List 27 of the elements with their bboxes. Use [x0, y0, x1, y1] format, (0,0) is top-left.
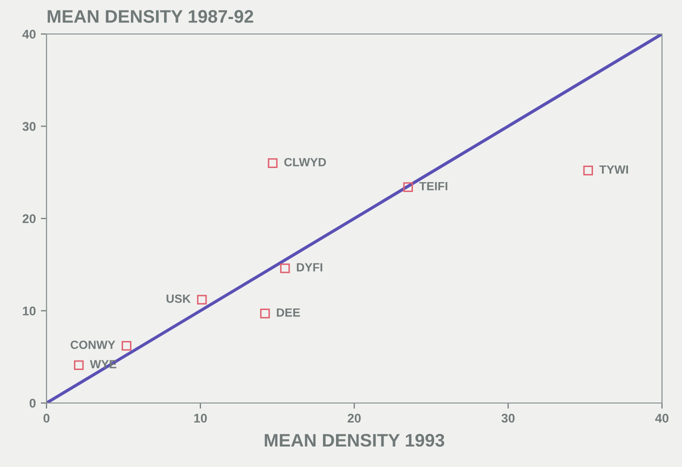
x-tick-label: 20 — [348, 414, 361, 423]
y-tick-label: 40 — [22, 30, 36, 39]
y-axis-title: MEAN DENSITY 1987-92 — [48, 10, 254, 23]
annotation: DEE — [276, 308, 300, 317]
point — [403, 182, 413, 192]
point — [197, 294, 207, 305]
x-axis-title: MEAN DENSITY 1993 — [264, 434, 444, 447]
y-tick-label: 30 — [22, 122, 36, 131]
annotation: TEIFI — [419, 182, 448, 190]
annotation: CONWY — [70, 340, 116, 349]
point — [583, 166, 593, 176]
annotation: TYWI — [599, 165, 628, 174]
point — [122, 340, 132, 351]
y-tick-label: 10 — [22, 306, 36, 316]
point — [74, 360, 84, 370]
point — [260, 308, 270, 318]
annotation: USK — [166, 294, 191, 303]
x-tick-label: 10 — [194, 414, 207, 423]
x-tick-label: 0 — [44, 414, 50, 423]
point — [280, 263, 290, 274]
x-tick-label: 30 — [501, 414, 515, 423]
x-tick-label: 40 — [655, 414, 668, 423]
annotation: CLWYD — [284, 158, 326, 166]
point — [268, 158, 278, 168]
y-tick-label: 0 — [30, 398, 36, 408]
annotation: DYFI — [296, 263, 322, 272]
y-tick-label: 20 — [22, 214, 36, 224]
